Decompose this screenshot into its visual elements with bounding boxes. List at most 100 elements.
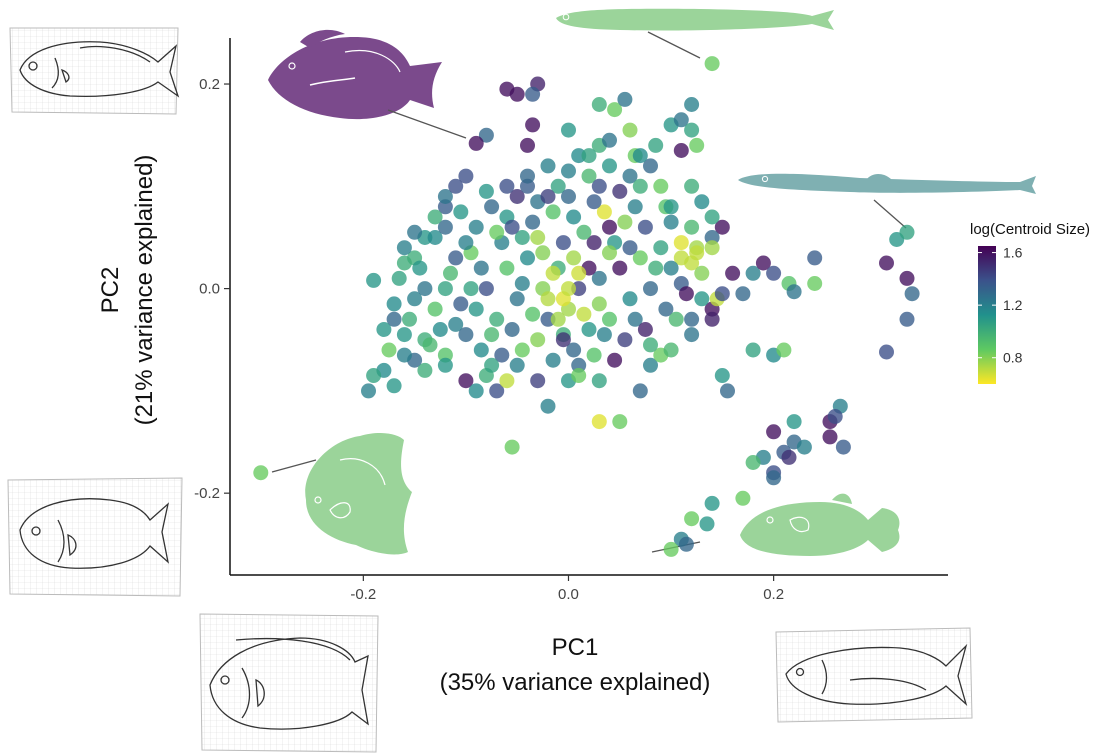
data-point bbox=[561, 163, 576, 179]
data-point bbox=[396, 240, 412, 256]
data-point bbox=[663, 342, 679, 358]
data-point bbox=[530, 332, 546, 348]
data-point bbox=[530, 230, 546, 245]
data-point bbox=[509, 291, 525, 307]
data-point bbox=[478, 281, 494, 297]
data-point bbox=[596, 204, 612, 220]
data-point bbox=[796, 439, 812, 455]
data-point bbox=[509, 86, 525, 102]
data-point bbox=[566, 342, 582, 358]
data-point bbox=[386, 296, 402, 312]
data-point bbox=[627, 311, 643, 327]
data-point bbox=[668, 311, 684, 327]
data-point bbox=[545, 204, 561, 220]
data-point bbox=[396, 255, 412, 271]
data-point bbox=[617, 214, 633, 230]
x-tick-label: 0.2 bbox=[763, 586, 784, 603]
data-point bbox=[581, 148, 597, 164]
y-axis: -0.2 0.0 0.2 bbox=[194, 38, 231, 575]
data-point bbox=[581, 322, 597, 337]
data-point bbox=[396, 327, 412, 343]
data-point bbox=[699, 516, 715, 532]
data-point bbox=[704, 240, 720, 256]
data-point bbox=[684, 511, 700, 527]
fish-outline-icon bbox=[785, 643, 968, 706]
data-point bbox=[755, 255, 771, 271]
fish-outline-icon bbox=[209, 637, 369, 730]
data-point bbox=[437, 189, 453, 204]
data-point bbox=[689, 245, 705, 261]
data-point bbox=[786, 284, 802, 300]
data-point bbox=[622, 168, 638, 184]
data-point bbox=[643, 357, 658, 373]
data-point bbox=[653, 178, 669, 194]
data-point bbox=[530, 373, 546, 389]
data-point bbox=[745, 455, 761, 470]
data-point bbox=[494, 347, 510, 363]
data-point bbox=[622, 122, 638, 138]
data-point bbox=[514, 230, 530, 245]
data-point bbox=[658, 301, 674, 317]
data-point bbox=[720, 383, 735, 399]
data-point bbox=[391, 270, 407, 286]
x-tick-label: 0.0 bbox=[558, 586, 579, 603]
data-point bbox=[448, 316, 464, 332]
data-point bbox=[571, 148, 587, 164]
data-point bbox=[684, 122, 700, 138]
data-point bbox=[879, 344, 894, 360]
data-point bbox=[617, 91, 633, 107]
data-point bbox=[499, 373, 515, 389]
data-point bbox=[602, 245, 617, 261]
colorbar-gradient bbox=[978, 246, 996, 384]
data-point bbox=[622, 291, 638, 307]
data-point bbox=[807, 250, 823, 266]
data-point bbox=[704, 311, 720, 327]
data-point bbox=[561, 281, 576, 297]
data-point bbox=[735, 490, 751, 506]
data-point bbox=[627, 199, 643, 215]
data-point bbox=[637, 219, 653, 235]
data-point bbox=[612, 183, 628, 199]
data-point bbox=[381, 342, 397, 358]
data-point bbox=[899, 270, 915, 286]
data-point bbox=[484, 357, 500, 373]
data-point bbox=[694, 291, 710, 307]
data-point bbox=[402, 311, 417, 327]
data-point bbox=[561, 189, 576, 204]
data-point bbox=[555, 235, 571, 251]
pipefish-silhouette-icon bbox=[738, 173, 1036, 194]
eel-silhouette-icon bbox=[556, 8, 834, 31]
data-point bbox=[361, 383, 376, 399]
data-point bbox=[571, 368, 587, 383]
data-point bbox=[694, 265, 710, 281]
data-point bbox=[663, 260, 679, 276]
x-axis: -0.2 0.0 0.2 bbox=[230, 574, 948, 603]
data-point bbox=[735, 286, 751, 302]
data-point bbox=[643, 337, 658, 353]
data-point bbox=[632, 383, 648, 399]
colorbar-title: log(Centroid Size) bbox=[970, 221, 1090, 238]
data-point bbox=[468, 383, 484, 399]
data-point bbox=[776, 342, 792, 358]
data-point bbox=[540, 291, 556, 307]
data-point bbox=[366, 368, 382, 383]
data-point bbox=[571, 265, 587, 281]
data-point bbox=[678, 536, 694, 552]
data-point bbox=[504, 322, 520, 337]
data-point bbox=[632, 178, 648, 194]
data-point bbox=[576, 306, 592, 322]
data-point bbox=[704, 209, 720, 225]
data-point bbox=[745, 342, 761, 358]
data-point bbox=[673, 143, 689, 158]
data-point bbox=[535, 245, 551, 261]
data-point bbox=[550, 311, 566, 327]
data-point bbox=[591, 97, 607, 112]
data-point bbox=[396, 347, 412, 363]
data-point bbox=[684, 219, 700, 235]
data-point bbox=[458, 327, 474, 343]
data-point bbox=[694, 194, 710, 210]
data-point bbox=[437, 281, 453, 297]
data-point bbox=[437, 357, 453, 373]
fish-outline-icon bbox=[19, 498, 170, 569]
data-point bbox=[596, 327, 612, 343]
